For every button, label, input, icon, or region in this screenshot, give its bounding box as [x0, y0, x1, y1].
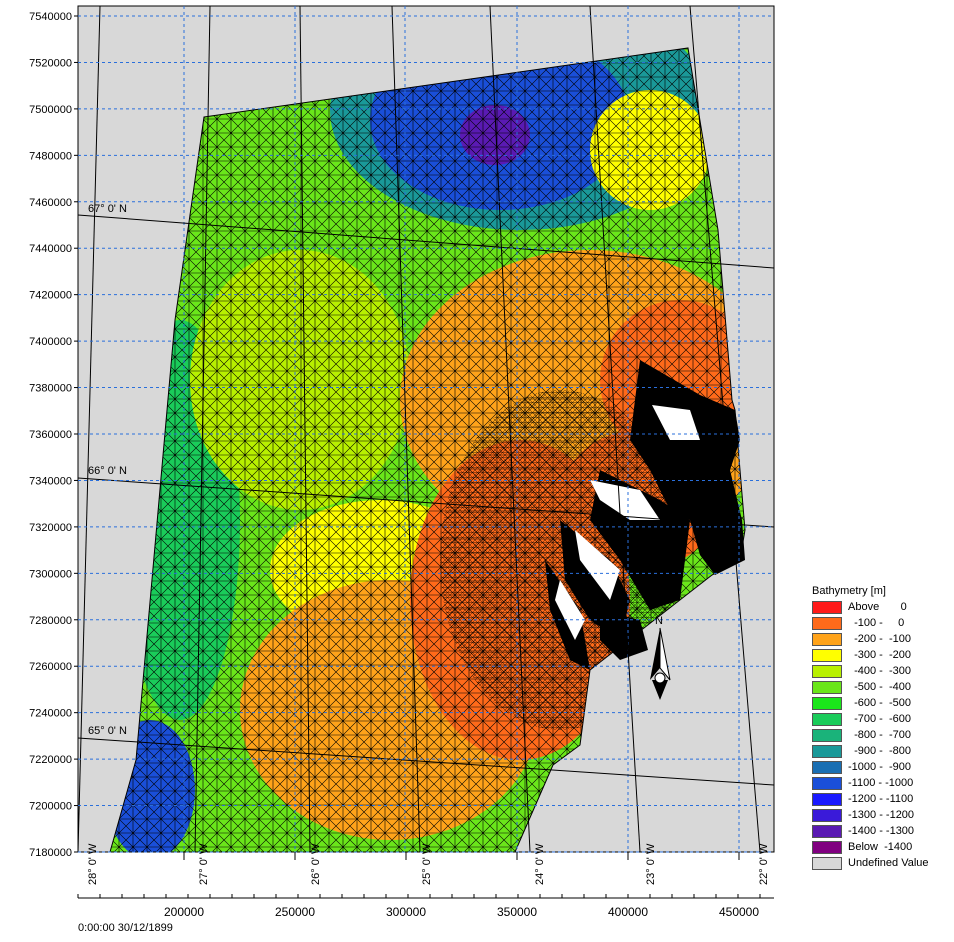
lon-label-23: 23° 0' W [645, 843, 657, 885]
bathymetry-legend: Bathymetry [m] Above 0 -100 - 0 -200 - -… [812, 584, 952, 872]
y-tick-label: 7340000 [29, 475, 72, 487]
y-tick-label: 7500000 [29, 104, 72, 116]
y-tick-label: 7360000 [29, 429, 72, 441]
y-tick-label: 7520000 [29, 57, 72, 69]
legend-swatch [812, 857, 842, 870]
legend-swatch [812, 617, 842, 630]
legend-item: -1400 - -1300 [812, 824, 952, 840]
timestamp: 0:00:00 30/12/1899 [78, 922, 173, 934]
legend-label: -900 - -800 [848, 745, 911, 757]
legend-item: -200 - -100 [812, 632, 952, 648]
legend-item: -300 - -200 [812, 648, 952, 664]
legend-label: -100 - 0 [848, 617, 905, 629]
y-tick-label: 7260000 [29, 661, 72, 673]
y-tick-label: 7440000 [29, 243, 72, 255]
x-tick-label: 200000 [164, 905, 204, 919]
legend-swatch [812, 681, 842, 694]
north-arrow-icon: N [650, 615, 671, 700]
y-tick-label: 7420000 [29, 290, 72, 302]
legend-label: -800 - -700 [848, 729, 911, 741]
legend-item: -700 - -600 [812, 712, 952, 728]
legend-label: -300 - -200 [848, 649, 911, 661]
grid-lines [183, 6, 740, 852]
legend-item: -600 - -500 [812, 696, 952, 712]
graticule-lines [77, 5, 775, 853]
y-tick-label: 7280000 [29, 615, 72, 627]
y-tick-label: 7300000 [29, 568, 72, 580]
legend-swatch [812, 841, 842, 854]
y-tick-label: 7460000 [29, 197, 72, 209]
legend-label: Below -1400 [848, 841, 913, 853]
legend-swatch [812, 633, 842, 646]
legend-label: -1100 - -1000 [848, 777, 914, 789]
y-axis: 7540000 7520000 7500000 7480000 7460000 74400… [29, 11, 774, 859]
legend-item: -1100 - -1000 [812, 776, 952, 792]
legend-swatch [812, 777, 842, 790]
legend-swatch [812, 713, 842, 726]
x-tick-label: 450000 [719, 905, 759, 919]
legend-label: -1000 - -900 [848, 761, 911, 773]
legend-label: -500 - -400 [848, 681, 911, 693]
legend-item: -1200 - -1100 [812, 792, 952, 808]
y-tick-label: 7200000 [29, 801, 72, 813]
x-axis: 200000 250000 300000 350000 400000 450000 [77, 852, 774, 919]
legend-label: -600 - -500 [848, 697, 911, 709]
y-tick-label: 7540000 [29, 11, 72, 23]
lon-label-25: 25° 0' W [421, 843, 433, 885]
legend-label: -1200 - -1100 [848, 793, 914, 805]
legend-swatch [812, 697, 842, 710]
y-tick-label: 7320000 [29, 522, 72, 534]
legend-swatch [812, 825, 842, 838]
lon-label-24: 24° 0' W [534, 843, 546, 885]
y-tick-label: 7380000 [29, 383, 72, 395]
legend-item: Undefined Value [812, 856, 952, 872]
lat-label-67: 67° 0' N [88, 203, 127, 215]
legend-item: -100 - 0 [812, 616, 952, 632]
legend-item: -900 - -800 [812, 744, 952, 760]
legend-swatch [812, 601, 842, 614]
legend-swatch [812, 809, 842, 822]
legend-swatch [812, 745, 842, 758]
legend-swatch [812, 761, 842, 774]
legend-label: -200 - -100 [848, 633, 911, 645]
lon-label-27: 27° 0' W [198, 843, 210, 885]
legend-label: -1400 - -1300 [848, 825, 915, 837]
x-tick-label: 250000 [275, 905, 315, 919]
legend-item: -1000 - -900 [812, 760, 952, 776]
legend-item: -400 - -300 [812, 664, 952, 680]
legend-item: Above 0 [812, 600, 952, 616]
legend-label: -700 - -600 [848, 713, 911, 725]
svg-text:N: N [655, 615, 663, 627]
legend-title: Bathymetry [m] [812, 585, 886, 597]
legend-item: -1300 - -1200 [812, 808, 952, 824]
legend-swatch [812, 649, 842, 662]
legend-label: -1300 - -1200 [848, 809, 915, 821]
y-tick-label: 7240000 [29, 708, 72, 720]
x-tick-label: 300000 [386, 905, 426, 919]
legend-label: Undefined Value [848, 857, 929, 869]
legend-label: Above 0 [848, 601, 907, 613]
lat-label-66: 66° 0' N [88, 465, 127, 477]
y-tick-label: 7480000 [29, 150, 72, 162]
lon-label-26: 26° 0' W [310, 843, 322, 885]
x-tick-label: 400000 [608, 905, 648, 919]
lon-label-22: 22° 0' W [758, 843, 770, 885]
lon-label-28: 28° 0' W [87, 843, 99, 885]
y-tick-label: 7400000 [29, 336, 72, 348]
legend-label: -400 - -300 [848, 665, 911, 677]
x-tick-label: 350000 [497, 905, 537, 919]
fjord-inlets [555, 405, 700, 640]
lat-label-65: 65° 0' N [88, 725, 127, 737]
y-tick-label: 7180000 [29, 847, 72, 859]
mesh-domain [110, 48, 745, 852]
legend-swatch [812, 729, 842, 742]
y-tick-label: 7220000 [29, 754, 72, 766]
legend-item: -500 - -400 [812, 680, 952, 696]
legend-item: Below -1400 [812, 840, 952, 856]
legend-swatch [812, 665, 842, 678]
legend-item: -800 - -700 [812, 728, 952, 744]
legend-swatch [812, 793, 842, 806]
